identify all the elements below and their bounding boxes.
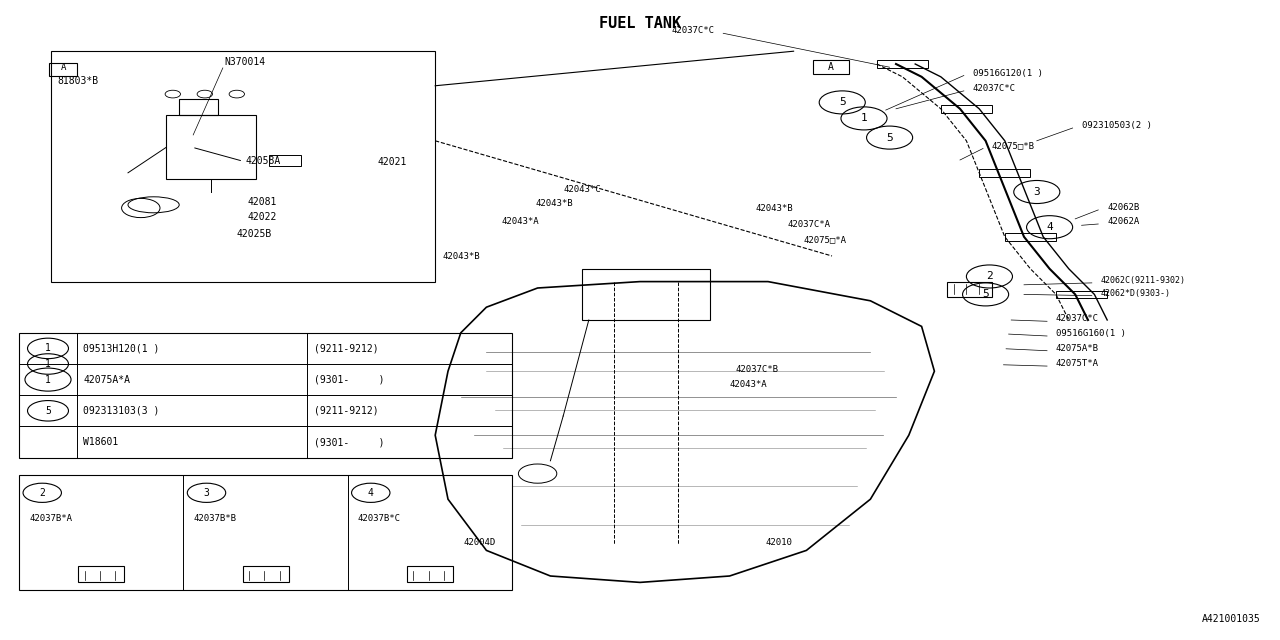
Text: 2: 2 xyxy=(986,271,993,282)
Text: N370014: N370014 xyxy=(224,58,265,67)
Text: 1: 1 xyxy=(45,344,51,353)
Text: 4: 4 xyxy=(1046,222,1053,232)
Text: 42004D: 42004D xyxy=(463,538,495,547)
Text: 42062*D(9303-): 42062*D(9303-) xyxy=(1101,289,1171,298)
Text: 42021: 42021 xyxy=(378,157,407,167)
Bar xyxy=(1005,233,1056,241)
Text: 42075A*A: 42075A*A xyxy=(83,374,131,385)
Text: 092310503(2 ): 092310503(2 ) xyxy=(1082,121,1152,130)
Text: 42043*A: 42043*A xyxy=(502,217,539,226)
Text: 09516G160(1 ): 09516G160(1 ) xyxy=(1056,329,1126,338)
Bar xyxy=(813,60,849,74)
Text: 42037B*A: 42037B*A xyxy=(29,514,73,523)
Text: 42025B: 42025B xyxy=(237,229,273,239)
Bar xyxy=(243,566,289,582)
Text: 09513H120(1 ): 09513H120(1 ) xyxy=(83,344,160,353)
Bar xyxy=(78,566,124,582)
Text: 42037C*C: 42037C*C xyxy=(973,84,1016,93)
Text: W18601: W18601 xyxy=(83,437,119,447)
Bar xyxy=(407,566,453,582)
Text: 09516G120(1 ): 09516G120(1 ) xyxy=(973,68,1043,77)
Text: (9301-     ): (9301- ) xyxy=(314,374,384,385)
Bar xyxy=(19,333,512,458)
Text: 42043*B: 42043*B xyxy=(755,204,792,213)
Text: 42022: 42022 xyxy=(247,211,276,221)
Bar xyxy=(269,155,301,166)
Text: 1: 1 xyxy=(45,359,51,369)
Text: A: A xyxy=(61,63,67,72)
Text: 42075□*A: 42075□*A xyxy=(804,235,847,244)
Text: 42037C*C: 42037C*C xyxy=(672,26,716,35)
Text: FUEL TANK: FUEL TANK xyxy=(599,16,681,31)
Bar xyxy=(582,269,710,320)
Text: 5: 5 xyxy=(982,289,989,300)
Text: 5: 5 xyxy=(886,132,893,143)
Text: 4: 4 xyxy=(367,488,374,498)
Text: 1: 1 xyxy=(860,113,868,124)
Text: 42037B*B: 42037B*B xyxy=(193,514,237,523)
Text: A: A xyxy=(828,61,833,72)
Bar xyxy=(877,60,928,68)
Text: 42043*B: 42043*B xyxy=(443,252,480,261)
Text: 81803*B: 81803*B xyxy=(58,77,99,86)
Text: 42043*C: 42043*C xyxy=(563,185,600,194)
Text: 42075□*B: 42075□*B xyxy=(992,141,1036,150)
Text: 42043*A: 42043*A xyxy=(730,380,767,389)
Text: (9301-     ): (9301- ) xyxy=(314,437,384,447)
Text: 3: 3 xyxy=(1033,187,1041,197)
Text: 42075T*A: 42075T*A xyxy=(1056,359,1100,368)
Bar xyxy=(49,63,77,76)
Text: 42043*B: 42043*B xyxy=(535,199,572,208)
Text: 092313103(3 ): 092313103(3 ) xyxy=(83,406,160,416)
Text: 42037C*A: 42037C*A xyxy=(787,220,831,228)
Text: 42062A: 42062A xyxy=(1107,217,1139,226)
Text: 1: 1 xyxy=(45,374,51,385)
Text: 5: 5 xyxy=(838,97,846,108)
Text: 42062C(9211-9302): 42062C(9211-9302) xyxy=(1101,276,1185,285)
Bar xyxy=(51,51,435,282)
Bar xyxy=(19,475,512,590)
Bar xyxy=(179,99,218,115)
Text: 42037C*B: 42037C*B xyxy=(736,365,780,374)
Text: 5: 5 xyxy=(45,406,51,416)
Text: 42075A*B: 42075A*B xyxy=(1056,344,1100,353)
Text: 3: 3 xyxy=(204,488,210,498)
Text: (9211-9212): (9211-9212) xyxy=(314,344,378,353)
Text: 42037C*C: 42037C*C xyxy=(1056,314,1100,323)
Bar xyxy=(1056,291,1107,298)
Text: (9211-9212): (9211-9212) xyxy=(314,406,378,416)
Bar xyxy=(166,115,256,179)
Text: 42081: 42081 xyxy=(247,197,276,207)
Bar xyxy=(947,282,992,297)
Text: 42037B*C: 42037B*C xyxy=(358,514,401,523)
Text: 42062B: 42062B xyxy=(1107,203,1139,212)
Text: 42010: 42010 xyxy=(765,538,792,547)
Text: 42058A: 42058A xyxy=(246,156,282,166)
Text: 2: 2 xyxy=(40,488,45,498)
Bar xyxy=(979,169,1030,177)
Bar xyxy=(941,105,992,113)
Text: A421001035: A421001035 xyxy=(1202,614,1261,624)
